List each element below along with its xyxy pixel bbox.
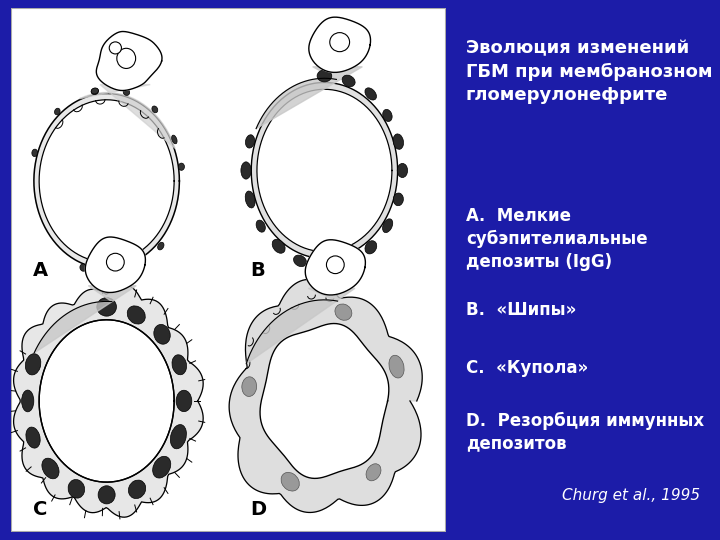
Ellipse shape [246,191,255,208]
Ellipse shape [172,355,186,375]
Ellipse shape [123,89,130,96]
Ellipse shape [281,472,300,491]
Text: А.  Мелкие
субэпителиальные
депозиты (IgG): А. Мелкие субэпителиальные депозиты (IgG… [466,207,647,271]
Polygon shape [39,100,174,262]
Ellipse shape [365,241,377,254]
Polygon shape [256,67,362,129]
Polygon shape [39,320,174,482]
Polygon shape [96,31,162,91]
Text: A: A [32,261,48,280]
Ellipse shape [154,325,170,344]
Ellipse shape [383,110,392,122]
Ellipse shape [342,75,355,87]
Ellipse shape [389,355,404,378]
Ellipse shape [128,480,145,498]
Text: D: D [251,500,266,519]
Ellipse shape [96,298,117,316]
Ellipse shape [176,390,192,411]
Ellipse shape [342,254,356,266]
Ellipse shape [68,480,85,498]
Ellipse shape [25,354,41,375]
Polygon shape [309,17,371,72]
Ellipse shape [393,134,403,149]
Text: В.  «Шипы»: В. «Шипы» [466,301,576,320]
Polygon shape [34,286,136,353]
Ellipse shape [241,162,251,179]
Ellipse shape [22,390,34,412]
Polygon shape [85,237,145,293]
Ellipse shape [107,253,125,271]
Polygon shape [257,89,392,252]
Ellipse shape [80,264,86,271]
Ellipse shape [256,220,266,232]
Ellipse shape [42,458,59,479]
Polygon shape [260,323,389,478]
Text: B: B [251,261,265,280]
Polygon shape [229,279,422,512]
Ellipse shape [318,259,331,271]
Polygon shape [251,83,397,259]
Ellipse shape [242,377,256,396]
Polygon shape [34,93,179,268]
Polygon shape [39,320,174,482]
Ellipse shape [117,48,135,69]
Ellipse shape [397,164,408,178]
Ellipse shape [109,42,122,54]
Text: C: C [32,500,47,519]
Text: Churg et al., 1995: Churg et al., 1995 [562,488,700,503]
Ellipse shape [366,464,381,481]
Ellipse shape [393,193,403,206]
Text: Эволюция изменений
ГБМ при мембранозном
гломерулонефрите: Эволюция изменений ГБМ при мембранозном … [466,39,712,104]
Polygon shape [79,85,175,148]
Ellipse shape [326,256,344,274]
Polygon shape [246,288,355,364]
Ellipse shape [32,149,37,157]
Polygon shape [305,240,365,295]
Ellipse shape [98,486,115,504]
Ellipse shape [26,427,40,448]
Ellipse shape [171,424,186,449]
Ellipse shape [365,88,377,100]
Ellipse shape [272,239,285,253]
Ellipse shape [317,70,332,82]
Ellipse shape [294,255,307,267]
Text: С.  «Купола»: С. «Купола» [466,359,588,377]
Polygon shape [14,285,203,517]
Ellipse shape [91,88,99,94]
Ellipse shape [335,304,352,320]
Ellipse shape [55,108,60,115]
Ellipse shape [152,106,158,113]
Ellipse shape [179,163,184,170]
Ellipse shape [171,135,177,144]
Text: D.  Резорбция иммунных
депозитов: D. Резорбция иммунных депозитов [466,411,704,453]
Ellipse shape [158,242,164,250]
Ellipse shape [153,456,171,478]
Ellipse shape [246,135,255,148]
Ellipse shape [382,219,392,233]
Ellipse shape [330,32,350,52]
Ellipse shape [127,306,145,324]
Ellipse shape [91,88,99,94]
